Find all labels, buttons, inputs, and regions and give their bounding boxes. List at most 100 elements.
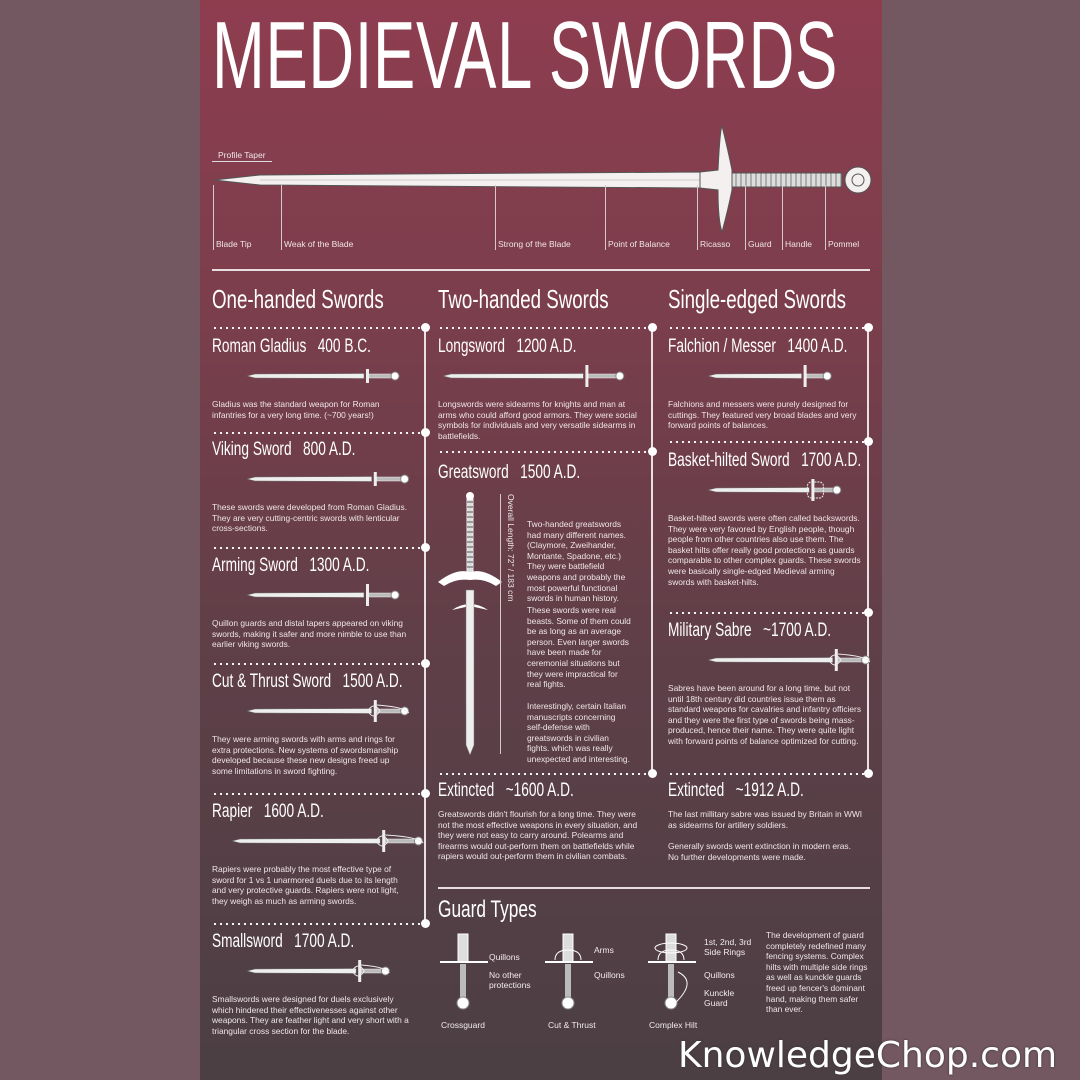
complex-hilt-guard-illustration: [648, 933, 696, 1010]
cut-thrust-guard-illustration: [545, 933, 593, 1010]
sword-name: Longsword: [438, 336, 505, 357]
sword-description: The last millitary sabre was issued by B…: [668, 809, 863, 830]
divider: [438, 887, 870, 889]
crossguard-guard-illustration: [440, 933, 488, 1010]
profile-part-tick: [281, 185, 282, 250]
timeline-node: [420, 428, 430, 437]
title-spacer: [292, 439, 303, 460]
sword-description: They were arming swords with arms and ri…: [212, 734, 399, 776]
sword-description: Smallswords were designed for duels excl…: [212, 994, 409, 1036]
sword-date: 1500 A.D.: [342, 671, 403, 692]
profile-part-tick: [782, 185, 783, 250]
sword-date: ~1912 A.D.: [735, 780, 804, 801]
sword-date: ~1600 A.D.: [505, 780, 574, 801]
sword-description: Longswords were sidearms for knights and…: [438, 399, 637, 441]
sword-illustration: [708, 365, 832, 387]
timeline-node: [420, 323, 430, 332]
sword-name: Rapier: [212, 801, 253, 822]
sword-description: Quillon guards and distal tapers appeare…: [212, 618, 407, 650]
sword-date: 1500 A.D.: [520, 462, 581, 483]
sword-name: Extincted: [438, 780, 495, 801]
dotted-separator: [668, 612, 867, 614]
timeline-node: [647, 323, 657, 332]
timeline-node: [420, 543, 430, 552]
guard-type-name: Crossguard: [441, 1020, 485, 1030]
sword-title: Military Sabre ~1700 A.D.: [668, 621, 831, 640]
sword-title: Smallsword 1700 A.D.: [212, 932, 354, 951]
guard-label: Quillons: [489, 952, 520, 962]
dotted-separator: [668, 773, 867, 775]
title-spacer: [509, 462, 520, 483]
sword-name: Arming Sword: [212, 555, 298, 576]
dotted-separator: [438, 327, 651, 329]
profile-part-label: Pommel: [828, 239, 860, 249]
dotted-separator: [438, 773, 651, 775]
column-vertical-line: [651, 327, 653, 773]
dotted-separator: [212, 923, 424, 925]
title-spacer: [776, 336, 787, 357]
sword-name: Smallsword: [212, 931, 283, 952]
sword-illustration: [247, 472, 410, 486]
sword-date: 400 B.C.: [317, 336, 371, 357]
greatsword-illustration: [438, 492, 502, 756]
sword-description: Falchions and messers were purely design…: [668, 399, 857, 431]
timeline-node: [863, 608, 873, 617]
sword-illustration: [708, 479, 842, 501]
guard-type-name: Complex Hilt: [649, 1020, 698, 1030]
title-spacer: [283, 931, 294, 952]
profile-part-tick: [495, 185, 496, 250]
page-title: MEDIEVAL SWORDS: [212, 2, 838, 109]
profile-taper-line: [212, 161, 272, 162]
sword-description: Generally swords went extinction in mode…: [668, 841, 851, 862]
sword-title: Extincted ~1600 A.D.: [438, 781, 574, 800]
column-heading: Single-edged Swords: [668, 284, 846, 314]
profile-part-label: Blade Tip: [216, 239, 252, 249]
profile-part-label: Handle: [785, 239, 812, 249]
sword-title: Greatsword 1500 A.D.: [438, 463, 580, 482]
sword-title: Rapier 1600 A.D.: [212, 802, 324, 821]
sword-date: 1700 A.D.: [294, 931, 355, 952]
dotted-separator: [212, 327, 424, 329]
sword-name: Extincted: [668, 780, 725, 801]
longsword-profile-illustration: [213, 124, 872, 234]
guard-label: Quillons: [704, 970, 735, 980]
sword-title: Basket-hilted Sword 1700 A.D.: [668, 451, 861, 470]
profile-part-tick: [825, 185, 826, 250]
guard-type-name: Cut & Thrust: [548, 1020, 596, 1030]
title-spacer: [331, 671, 342, 692]
column-vertical-line: [424, 327, 426, 923]
sword-description: Rapiers were probably the most effective…: [212, 864, 399, 906]
profile-part-label: Strong of the Blade: [498, 239, 571, 249]
dotted-separator: [668, 441, 867, 443]
dotted-separator: [438, 451, 651, 453]
sword-illustration: [247, 584, 400, 606]
timeline-node: [863, 437, 873, 446]
profile-part-label: Point of Balance: [608, 239, 670, 249]
column-vertical-line: [867, 327, 869, 773]
title-spacer: [298, 555, 309, 576]
sword-date: 1700 A.D.: [801, 450, 862, 471]
dotted-separator: [212, 547, 424, 549]
column-heading: Two-handed Swords: [438, 284, 609, 314]
title-spacer: [724, 780, 735, 801]
sword-name: Roman Gladius: [212, 336, 307, 357]
guard-label: 1st, 2nd, 3rd Side Rings: [704, 937, 752, 957]
sword-date: 1200 A.D.: [516, 336, 577, 357]
sword-illustration: [247, 369, 400, 383]
sword-title: Extincted ~1912 A.D.: [668, 781, 804, 800]
sword-title: Cut & Thrust Sword 1500 A.D.: [212, 672, 403, 691]
guard-label: Quillons: [594, 970, 625, 980]
dotted-separator: [668, 327, 867, 329]
timeline-node: [420, 919, 430, 928]
guard-label: Kunckle Guard: [704, 988, 735, 1008]
profile-part-tick: [213, 185, 214, 250]
title-spacer: [505, 336, 516, 357]
timeline-node: [863, 323, 873, 332]
overall-length-label: Overall Length: 72" / 183 cm: [506, 494, 516, 602]
title-spacer: [494, 780, 505, 801]
timeline-node: [647, 769, 657, 778]
profile-taper-label: Profile Taper: [218, 150, 266, 160]
dotted-separator: [212, 663, 424, 665]
watermark: KnowledgeChop.com: [678, 1035, 1058, 1076]
dotted-separator: [212, 432, 424, 434]
